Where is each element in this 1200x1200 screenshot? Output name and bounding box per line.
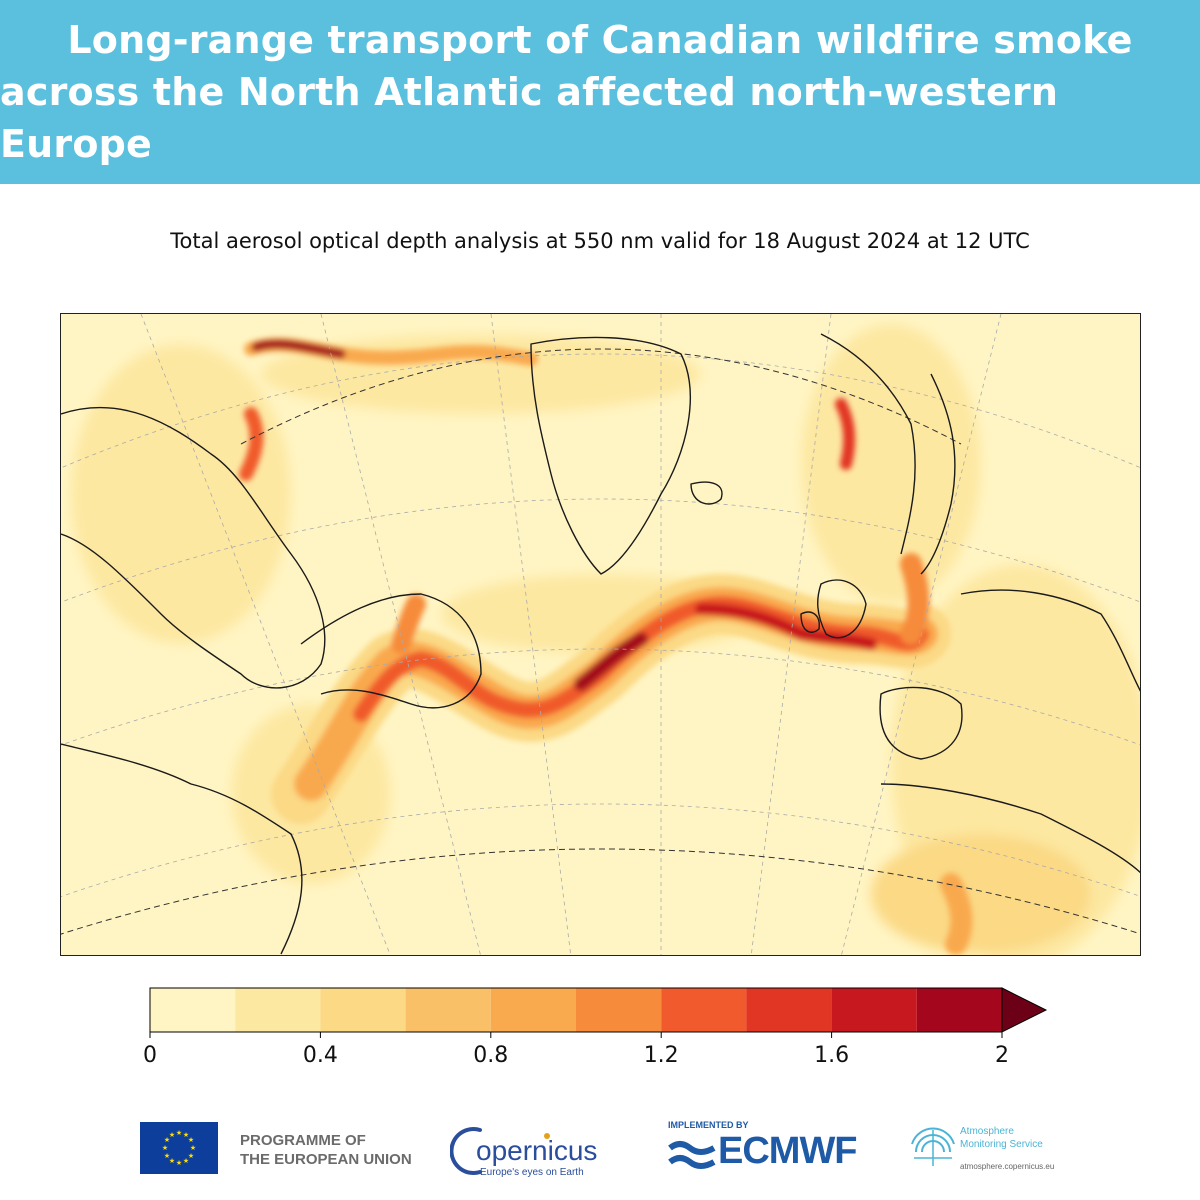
svg-text:★: ★ xyxy=(176,1159,182,1167)
arctic-streak-core xyxy=(251,339,346,359)
meridian-3 xyxy=(490,314,572,955)
haze-scandinavia xyxy=(801,324,981,604)
ireland-coast xyxy=(800,611,820,633)
meridian-1 xyxy=(140,314,391,955)
colorbar-tick-label-3: 1.2 xyxy=(644,1043,679,1068)
colorbar-border xyxy=(149,987,1003,1033)
copernicus-tagline: Europe's eyes on Earth xyxy=(480,1167,584,1178)
colorbar-tick-label-5: 2 xyxy=(995,1043,1009,1068)
africa-streak xyxy=(940,873,973,955)
colorbar-tick-label-2: 0.8 xyxy=(473,1043,508,1068)
svg-text:★: ★ xyxy=(162,1144,168,1152)
tropic-circle xyxy=(61,848,1140,935)
colorbar-swatch-5 xyxy=(576,988,662,1032)
colorbar-swatch-7 xyxy=(746,988,832,1032)
parallel-1 xyxy=(61,353,1140,469)
colorbar-swatch-3 xyxy=(405,988,491,1032)
parallel-4 xyxy=(61,803,1140,898)
svg-text:★: ★ xyxy=(188,1136,194,1144)
copernicus-logo-icon xyxy=(450,1127,550,1175)
ecmwf-waves-icon xyxy=(668,1141,716,1169)
colorbar-tick-label-4: 1.6 xyxy=(814,1043,849,1068)
plume-france xyxy=(900,553,930,645)
norway-coast xyxy=(820,333,916,555)
iberia-coast xyxy=(879,686,963,760)
colorbar-tick-label-1: 0.4 xyxy=(303,1043,338,1068)
eu-programme-text: PROGRAMME OF THE EUROPEAN UNION xyxy=(240,1131,412,1169)
svg-text:★: ★ xyxy=(164,1136,170,1144)
aerosol-map xyxy=(60,313,1141,956)
uk-coast xyxy=(817,579,867,639)
colorbar-ticks: 0 0.4 0.8 1.2 1.6 2 xyxy=(143,1032,1009,1068)
title-line-2: across the North Atlantic affected north… xyxy=(0,70,1059,166)
colorbar-swatch-1 xyxy=(235,988,321,1032)
smoke-plume xyxy=(271,553,951,824)
central-europe-border xyxy=(960,589,1140,692)
north-africa-coast xyxy=(880,783,1140,874)
meridian-6 xyxy=(841,314,1002,955)
arctic-circle xyxy=(240,348,962,445)
parallel-2 xyxy=(61,498,1140,603)
map-svg xyxy=(61,314,1140,955)
colorbar-swatch-8 xyxy=(831,988,917,1032)
arctic-streaks xyxy=(239,337,973,955)
circles-dashed xyxy=(61,348,1140,935)
graticule xyxy=(61,314,1140,955)
eu-line-1: PROGRAMME OF xyxy=(240,1132,366,1149)
map-subtitle: Total aerosol optical depth analysis at … xyxy=(170,229,1030,253)
hudson-bay-coast xyxy=(61,406,326,689)
iceland-coast xyxy=(690,481,723,505)
meridian-2 xyxy=(320,314,481,955)
colorbar: 0 0.4 0.8 1.2 1.6 2 xyxy=(143,987,1048,1068)
svg-text:★: ★ xyxy=(176,1129,182,1137)
haze-sahara xyxy=(871,834,1091,954)
sweden-coast xyxy=(920,373,956,575)
colorbar-tick-label-0: 0 xyxy=(143,1043,157,1068)
implemented-by-label: IMPLEMENTED BY xyxy=(668,1120,749,1130)
eu-stars-icon: ★ ★★ ★★★ ★★★ ★★★ xyxy=(162,1129,196,1167)
cams-title: Atmosphere Monitoring Service xyxy=(960,1125,1043,1151)
colorbar-swatch-6 xyxy=(661,988,747,1032)
copernicus-name: opernicus xyxy=(476,1135,598,1166)
svg-text:★: ★ xyxy=(169,1157,175,1165)
svg-text:★: ★ xyxy=(190,1144,196,1152)
parallel-3 xyxy=(61,648,1140,746)
cams-globe-icon xyxy=(911,1127,955,1166)
cams-line-2: Monitoring Service xyxy=(960,1139,1043,1150)
norway-streak xyxy=(835,398,856,470)
title-line-1: Long-range transport of Canadian wildfir… xyxy=(67,18,1133,62)
coastlines xyxy=(61,333,1140,955)
colorbar-swatches xyxy=(150,988,1002,1032)
labrador-coast xyxy=(300,593,482,709)
plume-max-1 xyxy=(574,632,648,691)
plume-max-2 xyxy=(695,603,877,650)
greenland-coast xyxy=(530,336,691,575)
colorbar-swatch-2 xyxy=(320,988,406,1032)
colorbar-extend-arrow xyxy=(1001,987,1048,1033)
cams-line-1: Atmosphere xyxy=(960,1126,1014,1137)
colorbar-swatch-9 xyxy=(916,988,1002,1032)
svg-text:★: ★ xyxy=(188,1152,194,1160)
title-banner: Long-range transport of Canadian wildfir… xyxy=(0,0,1200,184)
colorbar-swatch-0 xyxy=(150,988,236,1032)
us-east-coast xyxy=(61,743,303,955)
svg-text:★: ★ xyxy=(164,1152,170,1160)
meridian-5 xyxy=(750,314,832,955)
hudson-streak xyxy=(239,407,264,481)
svg-text:★: ★ xyxy=(169,1131,175,1139)
cams-url: atmosphere.copernicus.eu xyxy=(960,1162,1055,1171)
svg-text:★: ★ xyxy=(183,1131,189,1139)
ecmwf-name: ECMWF xyxy=(718,1130,858,1172)
haze-canada-west xyxy=(71,344,291,644)
eu-line-2: THE EUROPEAN UNION xyxy=(240,1151,412,1168)
colorbar-swatch-4 xyxy=(490,988,576,1032)
svg-text:★: ★ xyxy=(183,1157,189,1165)
eu-flag: ★ ★ ★ ★ ★ ★ ★ ★ ★ ★ ★ ★ xyxy=(140,1122,218,1174)
